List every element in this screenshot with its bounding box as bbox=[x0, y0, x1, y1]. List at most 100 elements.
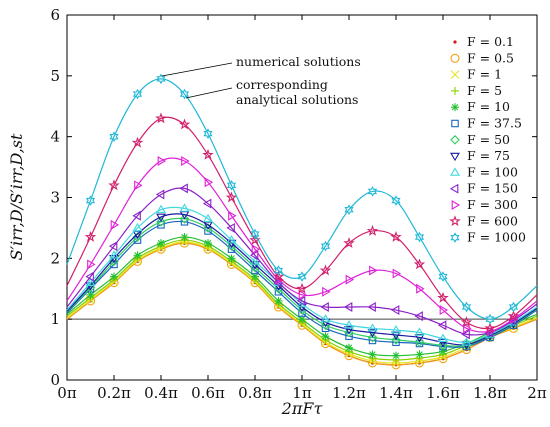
legend-label: F = 10 bbox=[467, 99, 510, 114]
series-line bbox=[66, 187, 538, 336]
data-point bbox=[437, 291, 449, 303]
data-point bbox=[297, 271, 307, 282]
legend-item: F = 50 bbox=[450, 132, 510, 147]
data-point bbox=[439, 305, 449, 316]
y-tick-label: 5 bbox=[50, 67, 60, 85]
data-point bbox=[344, 204, 354, 215]
annotation-leader-analytical bbox=[185, 87, 233, 99]
data-point bbox=[450, 135, 460, 145]
data-point bbox=[298, 289, 308, 300]
data-point bbox=[204, 239, 212, 248]
data-point bbox=[156, 217, 166, 227]
data-point bbox=[345, 274, 355, 285]
data-point bbox=[109, 131, 119, 142]
data-point bbox=[156, 213, 166, 223]
data-point bbox=[250, 256, 260, 265]
data-point bbox=[319, 264, 332, 276]
series-300 bbox=[66, 156, 538, 337]
data-point bbox=[414, 311, 423, 322]
data-point bbox=[131, 136, 144, 148]
data-point bbox=[368, 350, 377, 359]
data-point bbox=[344, 326, 354, 335]
data-point bbox=[133, 251, 142, 260]
annotation-corresponding: corresponding bbox=[236, 77, 328, 92]
data-point bbox=[132, 88, 143, 100]
series-600 bbox=[66, 112, 538, 334]
data-point bbox=[85, 195, 96, 206]
data-point bbox=[249, 250, 259, 261]
x-axis-label: 2πFτ bbox=[281, 399, 324, 418]
data-point bbox=[391, 335, 401, 345]
data-point bbox=[344, 320, 354, 329]
data-point bbox=[203, 213, 213, 223]
legend-item: F = 600 bbox=[449, 213, 518, 228]
data-point bbox=[181, 156, 190, 166]
data-point bbox=[414, 231, 425, 243]
legend-item: F = 10 bbox=[451, 99, 510, 114]
data-point bbox=[450, 167, 460, 176]
data-point bbox=[202, 198, 212, 209]
data-point bbox=[507, 310, 520, 322]
data-point bbox=[391, 195, 401, 206]
data-point bbox=[157, 156, 167, 166]
data-point bbox=[155, 189, 165, 200]
data-point bbox=[179, 183, 188, 194]
legend-label: F = 1000 bbox=[467, 230, 526, 245]
legend-item: F = 75 bbox=[450, 148, 510, 163]
data-point bbox=[108, 241, 118, 252]
data-point bbox=[463, 323, 472, 334]
data-point bbox=[134, 180, 143, 191]
data-point bbox=[390, 305, 400, 316]
data-point bbox=[320, 240, 331, 252]
data-point bbox=[179, 203, 190, 212]
y-axis-label: S′irr,D/S′irr,D,st bbox=[7, 133, 26, 260]
data-point bbox=[132, 210, 141, 221]
data-point bbox=[320, 314, 331, 323]
legend-label: F = 0.1 bbox=[467, 34, 514, 49]
annotation-numerical: numerical solutions bbox=[236, 54, 361, 69]
data-point bbox=[450, 232, 460, 243]
data-point bbox=[414, 334, 425, 343]
data-point bbox=[413, 258, 426, 270]
data-point bbox=[461, 329, 470, 340]
data-point bbox=[414, 327, 425, 336]
data-point bbox=[367, 323, 378, 332]
legend-label: F = 150 bbox=[467, 181, 518, 196]
x-tick-label: 0.4π bbox=[144, 384, 178, 402]
legend-item: F = 0.5 bbox=[450, 50, 514, 65]
data-point bbox=[109, 256, 119, 267]
data-point bbox=[449, 183, 459, 194]
data-point bbox=[297, 298, 307, 308]
legend-item: F = 0.1 bbox=[453, 34, 514, 49]
legend-label: F = 300 bbox=[467, 197, 518, 212]
series-37.5 bbox=[66, 218, 538, 351]
data-point bbox=[156, 204, 166, 214]
data-point bbox=[87, 259, 96, 270]
data-point bbox=[296, 295, 306, 306]
legend-item: F = 5 bbox=[451, 83, 502, 98]
data-point bbox=[366, 224, 379, 236]
data-point bbox=[322, 286, 331, 297]
data-point bbox=[228, 210, 237, 221]
data-point bbox=[202, 148, 214, 160]
data-point bbox=[272, 270, 285, 282]
data-point bbox=[450, 152, 460, 162]
legend-label: F = 100 bbox=[467, 164, 518, 179]
data-point bbox=[461, 301, 472, 313]
data-point bbox=[391, 331, 401, 341]
data-point bbox=[110, 219, 120, 230]
annotations: numerical solutions corresponding analyt… bbox=[161, 54, 361, 107]
data-point bbox=[461, 337, 472, 346]
data-point bbox=[321, 332, 330, 341]
data-point bbox=[109, 250, 119, 259]
data-point bbox=[180, 233, 189, 242]
legend-item: F = 300 bbox=[451, 197, 518, 212]
x-tick-label: 1.6π bbox=[426, 384, 460, 402]
x-tick-label: 1.8π bbox=[473, 384, 507, 402]
legend-label: F = 0.5 bbox=[467, 50, 514, 65]
data-point bbox=[437, 320, 447, 331]
legend-label: F = 1 bbox=[467, 67, 502, 82]
x-tick-label: 0π bbox=[57, 384, 77, 402]
y-tick-label: 6 bbox=[50, 6, 60, 24]
